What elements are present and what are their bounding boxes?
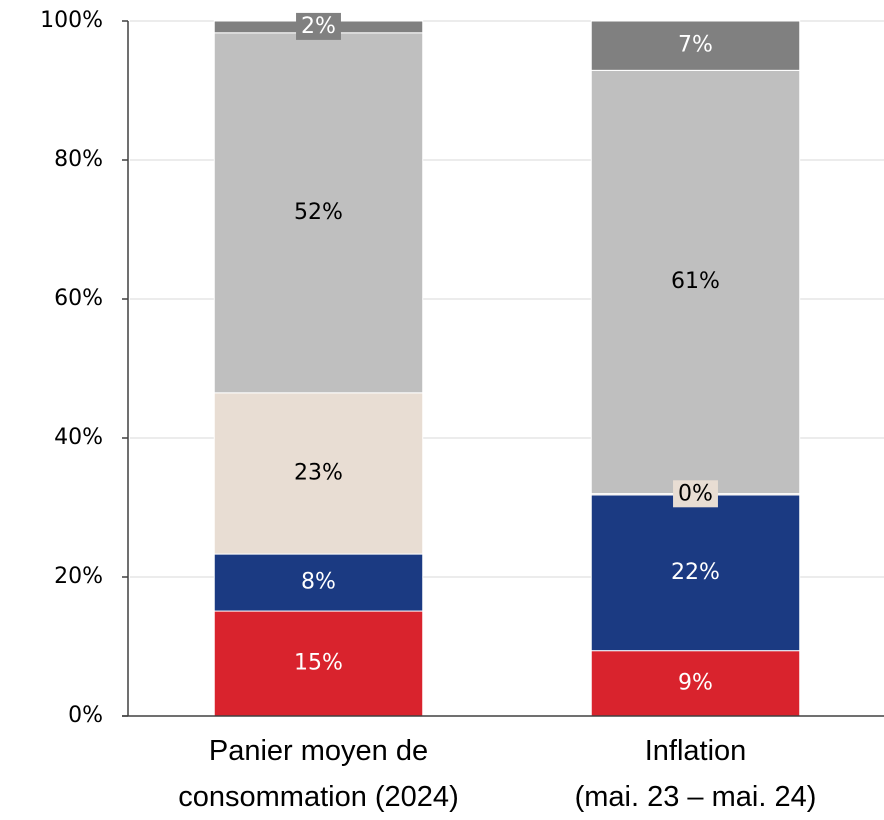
x-tick-label: Panier moyen de consommation (2024) [178, 735, 459, 813]
y-tick-label: 40% [54, 425, 103, 450]
bar-segment [590, 20, 801, 71]
data-label: 22% [671, 560, 720, 585]
data-label: 52% [294, 200, 343, 225]
bar-segment [590, 494, 801, 652]
data-label: 2% [301, 14, 336, 39]
bar-segment [590, 69, 801, 495]
data-label: 0% [678, 481, 713, 506]
data-label: 9% [678, 670, 713, 695]
bar-segment [213, 610, 424, 717]
label-background [673, 480, 718, 508]
y-tick-label: 80% [54, 147, 103, 172]
y-tick-label: 20% [54, 564, 103, 589]
y-tick-label: 60% [54, 286, 103, 311]
data-label: 15% [294, 651, 343, 676]
y-tick-label: 100% [40, 8, 103, 33]
data-label: 23% [294, 460, 343, 485]
data-label: 61% [671, 269, 720, 294]
bar-segment [213, 553, 424, 612]
x-tick-label: Inflation (mai. 23 – mai. 24) [574, 735, 817, 813]
y-tick-label: 0% [68, 703, 103, 728]
data-label: 7% [678, 33, 713, 58]
label-background [296, 12, 341, 40]
data-label: 8% [301, 570, 336, 595]
bar-segment [213, 32, 424, 394]
